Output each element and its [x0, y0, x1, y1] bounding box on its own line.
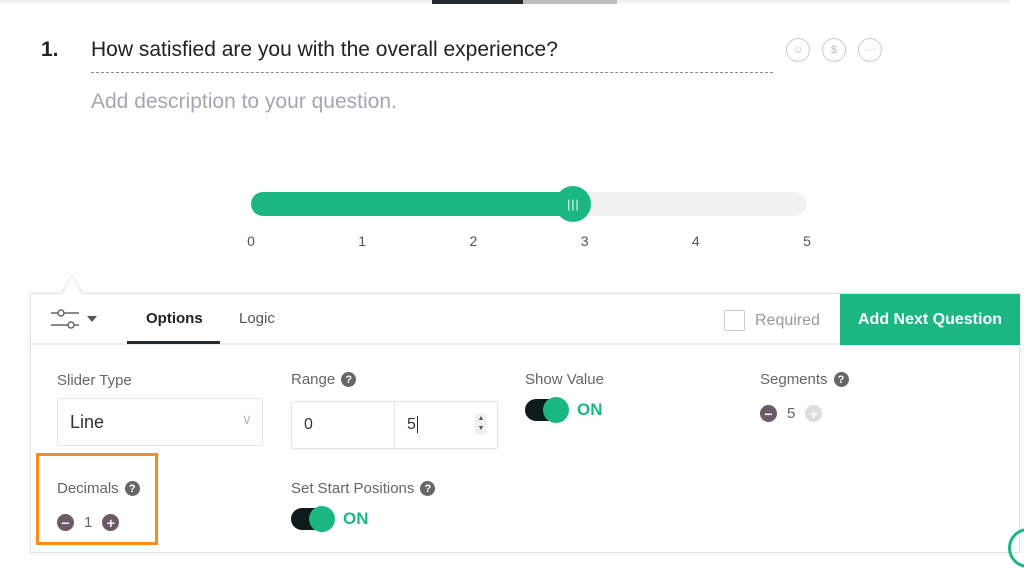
progress-active-segment [432, 0, 523, 4]
slider-tick-label: 1 [358, 233, 367, 249]
start-positions-toggle[interactable]: ON [291, 506, 369, 532]
slider-fill [251, 192, 586, 216]
text-cursor [416, 416, 418, 433]
number-spinner[interactable]: ▲ ▼ [475, 414, 487, 434]
add-next-question-button[interactable]: Add Next Question [840, 294, 1020, 345]
toggle-switch[interactable] [525, 397, 569, 423]
slider-tick-label: 5 [803, 233, 811, 249]
dollar-icon[interactable]: $ [822, 38, 846, 62]
decimals-stepper: − 1 + [57, 514, 120, 531]
slider-type-select[interactable]: Line ∨ [57, 398, 263, 446]
segments-label: Segments? [760, 371, 849, 388]
panel-header: Options Logic Required Add Next Question [31, 294, 1020, 345]
minus-icon[interactable]: − [760, 405, 777, 422]
question-number: 1. [41, 38, 59, 61]
question-options-panel: Options Logic Required Add Next Question… [30, 293, 1020, 553]
question-title-input[interactable]: How satisfied are you with the overall e… [91, 38, 773, 73]
required-label: Required [755, 311, 820, 329]
plus-icon[interactable]: + [102, 514, 120, 531]
slider-settings-icon[interactable] [49, 308, 99, 330]
plus-icon[interactable]: + [805, 405, 823, 422]
chevron-down-icon: ∨ [241, 411, 252, 427]
start-positions-label-text: Set Start Positions [291, 480, 415, 497]
show-value-state: ON [577, 400, 603, 419]
toggle-knob [309, 506, 335, 532]
tab-options[interactable]: Options [146, 310, 203, 327]
question-description-input[interactable]: Add description to your question. [91, 90, 397, 113]
tab-logic[interactable]: Logic [239, 310, 275, 327]
start-positions-label: Set Start Positions? [291, 480, 436, 497]
progress-inactive-segment [523, 0, 617, 4]
show-value-label-text: Show Value [525, 371, 604, 388]
range-max-input[interactable]: 5 ▲ ▼ [394, 402, 497, 448]
decimals-label: Decimals? [57, 480, 140, 497]
help-icon[interactable]: ? [420, 481, 436, 496]
range-label: Range? [291, 371, 357, 388]
required-checkbox[interactable] [724, 310, 745, 331]
decimals-value: 1 [84, 514, 93, 531]
slider-handle[interactable]: ||| [555, 186, 592, 222]
smiley-icon[interactable]: ☺ [786, 38, 810, 62]
toggle-switch[interactable] [291, 506, 335, 532]
show-value-label: Show Value [525, 371, 604, 388]
help-icon[interactable]: ? [124, 481, 140, 496]
slider-type-value: Line [70, 412, 105, 432]
segments-stepper: − 5 + [760, 405, 823, 422]
start-positions-state: ON [343, 509, 369, 528]
segments-value: 5 [787, 405, 796, 422]
slider-tick-label: 4 [691, 233, 700, 249]
toggle-knob [543, 397, 569, 423]
range-min-input[interactable]: 0 [304, 416, 313, 433]
more-icon[interactable]: ··· [858, 38, 882, 62]
show-value-toggle[interactable]: ON [525, 397, 603, 423]
minus-icon[interactable]: − [57, 514, 74, 531]
active-tab-indicator [127, 341, 220, 344]
required-toggle[interactable]: Required [724, 310, 820, 331]
slider-tick-label: 2 [469, 233, 478, 249]
range-max-value: 5 [407, 416, 416, 433]
highlight-box [36, 453, 158, 545]
segments-label-text: Segments [760, 371, 828, 388]
slider-type-label-text: Slider Type [57, 372, 132, 389]
slider-type-label: Slider Type [57, 372, 132, 389]
slider-tick-labels: 0 1 2 3 4 5 [247, 233, 811, 253]
range-inputs: 0 5 ▲ ▼ [291, 401, 498, 449]
range-label-text: Range [291, 371, 336, 388]
slider-tick-label: 3 [580, 233, 589, 249]
slider-track[interactable]: ||| [251, 186, 807, 222]
help-icon[interactable]: ? [341, 372, 357, 387]
decimals-label-text: Decimals [57, 480, 119, 497]
slider-tick-label: 0 [247, 233, 255, 249]
help-icon[interactable]: ? [833, 372, 849, 387]
